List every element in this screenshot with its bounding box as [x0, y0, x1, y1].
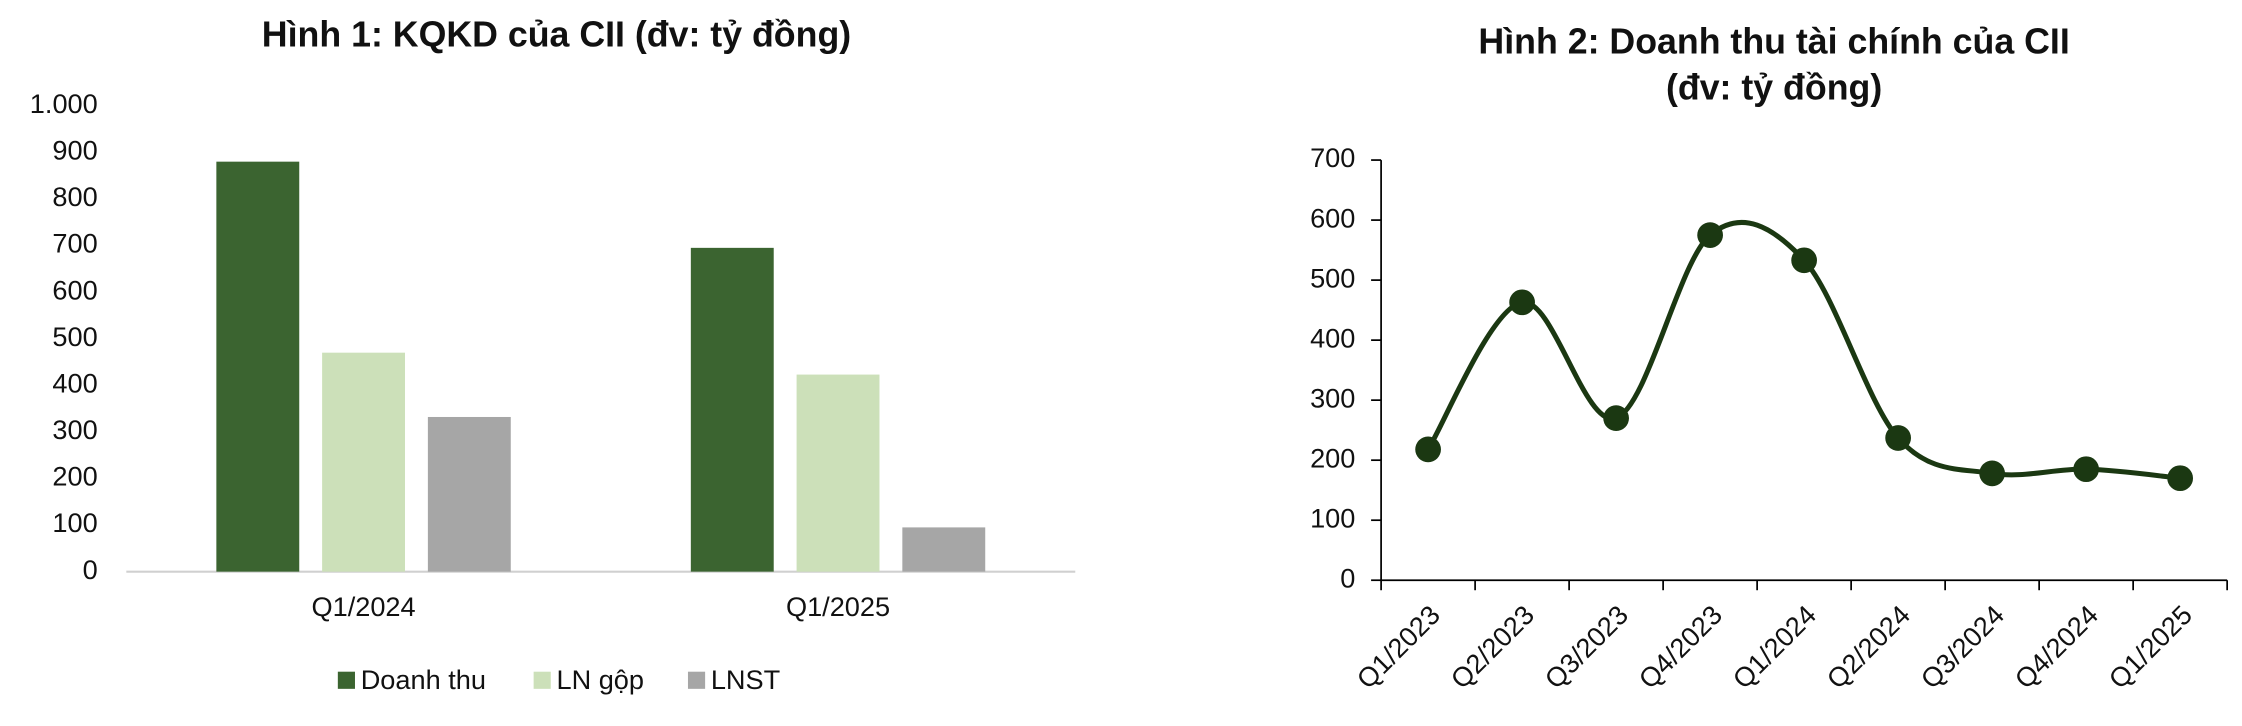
- y-tick-label: 500: [52, 321, 97, 352]
- x-tick-label: Q4/2024: [2008, 599, 2104, 695]
- legend-label: Doanh thu: [361, 664, 486, 695]
- chart-title: Hình 1: KQKD của CII (đv: tỷ đồng): [262, 15, 851, 55]
- y-tick-label: 500: [1310, 262, 1355, 293]
- legend-label: LN gộp: [556, 664, 644, 695]
- x-tick-label: Q1/2025: [2102, 599, 2198, 695]
- bar: [322, 352, 406, 572]
- bar: [796, 374, 880, 572]
- marker: [2073, 456, 2100, 483]
- bar: [902, 527, 986, 572]
- y-tick-label: 0: [1340, 562, 1355, 593]
- chart-title: (đv: tỷ đồng): [1666, 67, 1882, 107]
- line: [1425, 219, 2181, 481]
- y-tick-label: 1.000: [30, 88, 98, 119]
- y-tick-label: 100: [52, 507, 97, 538]
- y-tick-label: 600: [52, 274, 97, 305]
- x-tick-label: Q2/2023: [1444, 599, 1540, 695]
- legend-swatch: [533, 671, 551, 689]
- y-tick-label: 400: [52, 367, 97, 398]
- y-tick-label: 800: [52, 181, 97, 212]
- y-tick-label: 600: [1310, 202, 1355, 233]
- marker: [1603, 405, 1629, 432]
- x-tick-label: Q1/2024: [311, 591, 415, 622]
- y-tick-label: 0: [83, 554, 98, 585]
- y-tick-label: 700: [1310, 142, 1355, 173]
- chart-title: Hình 2: Doanh thu tài chính của CII: [1478, 22, 2069, 62]
- marker: [1697, 222, 1723, 248]
- legend-swatch: [687, 671, 706, 689]
- x-tick-label: Q3/2024: [1914, 599, 2010, 695]
- x-tick-label: Q1/2024: [1726, 599, 1822, 695]
- y-tick-label: 200: [52, 461, 97, 492]
- y-tick-label: 100: [1310, 502, 1355, 533]
- y-tick-label: 400: [1310, 322, 1355, 353]
- y-tick-label: 300: [52, 414, 97, 445]
- marker: [2167, 465, 2194, 492]
- x-tick-label: Q1/2025: [786, 591, 890, 622]
- y-tick-label: 300: [1310, 382, 1355, 413]
- x-tick-label: Q1/2023: [1350, 599, 1446, 695]
- y-tick-label: 900: [52, 135, 97, 166]
- marker: [1885, 425, 1911, 451]
- y-tick-label: 700: [52, 228, 97, 259]
- bar: [690, 247, 774, 572]
- marker: [1979, 460, 2005, 487]
- bar: [427, 416, 511, 572]
- bar: [216, 161, 300, 572]
- marker: [1509, 289, 1535, 316]
- marker: [1415, 436, 1441, 463]
- x-tick-label: Q3/2023: [1538, 599, 1634, 695]
- x-tick-label: Q2/2024: [1820, 599, 1916, 695]
- y-tick-label: 200: [1310, 442, 1355, 473]
- marker: [1791, 247, 1817, 274]
- x-tick-label: Q4/2023: [1632, 599, 1728, 695]
- legend-label: LNST: [711, 664, 780, 695]
- legend-swatch: [337, 671, 355, 689]
